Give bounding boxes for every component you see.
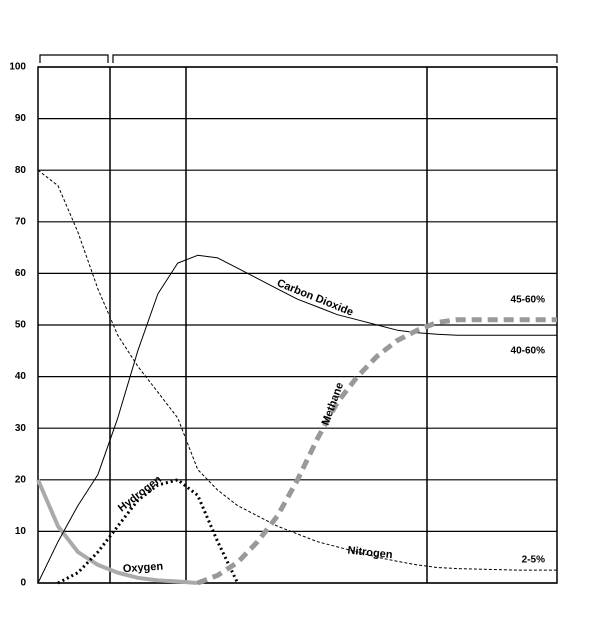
series-line xyxy=(37,169,557,571)
series-line xyxy=(57,478,239,585)
y-tick-label: 50 xyxy=(15,320,27,331)
series-label: Carbon Dioxide xyxy=(275,277,355,319)
series-line xyxy=(196,317,557,586)
y-tick-label: 20 xyxy=(15,474,27,485)
series-label: Oxygen xyxy=(122,560,163,575)
series-line xyxy=(37,254,557,584)
y-tick-label: 100 xyxy=(9,62,26,73)
y-tick-label: 30 xyxy=(15,423,27,434)
phase-bracket xyxy=(39,54,109,63)
series-line xyxy=(36,479,198,585)
annotation: 45-60% xyxy=(511,295,546,306)
y-tick-label: 90 xyxy=(15,113,27,124)
phase-bracket xyxy=(112,54,558,63)
y-tick-label: 40 xyxy=(15,371,27,382)
series-label: Methane xyxy=(320,381,347,427)
y-tick-label: 0 xyxy=(20,578,26,589)
annotation: 2-5% xyxy=(522,555,545,566)
series-label: Nitrogen xyxy=(347,545,394,562)
y-tick-label: 10 xyxy=(15,526,27,537)
y-tick-label: 60 xyxy=(15,268,27,279)
y-tick-label: 80 xyxy=(15,165,27,176)
annotation: 40-60% xyxy=(511,346,546,357)
phase-brackets xyxy=(39,54,558,63)
y-tick-label: 70 xyxy=(15,216,27,227)
